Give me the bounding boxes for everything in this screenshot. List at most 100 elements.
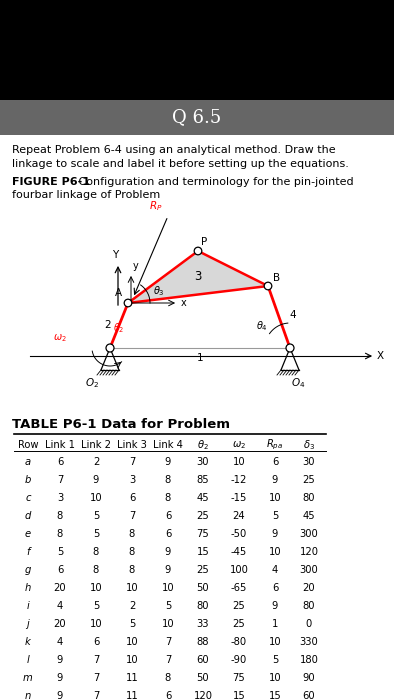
Text: 1: 1: [197, 353, 203, 363]
Text: 2: 2: [93, 457, 99, 467]
Text: m: m: [23, 673, 33, 683]
Text: 10: 10: [90, 583, 102, 593]
Text: 9: 9: [272, 475, 278, 485]
Text: 6: 6: [165, 529, 171, 539]
Text: k: k: [25, 637, 31, 647]
Text: 5: 5: [57, 547, 63, 557]
Text: 9: 9: [57, 655, 63, 665]
Text: x: x: [181, 298, 187, 308]
Text: j: j: [27, 619, 30, 629]
Text: 80: 80: [303, 493, 315, 503]
Text: 11: 11: [126, 673, 138, 683]
Text: 15: 15: [197, 547, 209, 557]
Text: 6: 6: [272, 457, 278, 467]
Text: -80: -80: [231, 637, 247, 647]
Text: 2: 2: [129, 601, 135, 611]
Text: 9: 9: [93, 475, 99, 485]
Text: TABLE P6-1 Data for Problem: TABLE P6-1 Data for Problem: [12, 418, 230, 431]
Text: $\theta_4$: $\theta_4$: [256, 319, 268, 333]
Text: 10: 10: [90, 619, 102, 629]
Text: 10: 10: [126, 637, 138, 647]
Text: 3: 3: [57, 493, 63, 503]
Text: 8: 8: [129, 565, 135, 575]
Text: 45: 45: [303, 511, 315, 521]
Text: P: P: [201, 237, 207, 247]
Text: 9: 9: [57, 673, 63, 683]
Text: $\theta_2$: $\theta_2$: [113, 321, 125, 335]
Text: 20: 20: [54, 583, 66, 593]
Text: $\omega_2$: $\omega_2$: [53, 332, 67, 344]
Circle shape: [124, 299, 132, 307]
Text: 30: 30: [197, 457, 209, 467]
Text: 7: 7: [93, 673, 99, 683]
Text: 120: 120: [299, 547, 318, 557]
Text: 5: 5: [93, 529, 99, 539]
Text: 10: 10: [126, 655, 138, 665]
Text: 80: 80: [197, 601, 209, 611]
Text: $\theta_3$: $\theta_3$: [153, 284, 165, 298]
Text: linkage to scale and label it before setting up the equations.: linkage to scale and label it before set…: [12, 159, 349, 169]
Circle shape: [194, 247, 202, 255]
Text: 9: 9: [57, 691, 63, 700]
Text: -65: -65: [231, 583, 247, 593]
Text: Link 3: Link 3: [117, 440, 147, 450]
Text: 300: 300: [299, 565, 318, 575]
Text: 8: 8: [165, 493, 171, 503]
Text: 75: 75: [232, 673, 245, 683]
Text: 25: 25: [232, 601, 245, 611]
Text: 1: 1: [272, 619, 278, 629]
Text: -15: -15: [231, 493, 247, 503]
Text: 10: 10: [233, 457, 245, 467]
Text: 75: 75: [197, 529, 209, 539]
Text: $O_4$: $O_4$: [291, 376, 305, 390]
Text: 8: 8: [57, 529, 63, 539]
Text: 6: 6: [165, 691, 171, 700]
Text: 9: 9: [272, 601, 278, 611]
Text: FIGURE P6-1: FIGURE P6-1: [12, 177, 90, 187]
Text: 7: 7: [93, 691, 99, 700]
Text: 25: 25: [197, 511, 209, 521]
Text: f: f: [26, 547, 30, 557]
Text: 10: 10: [162, 583, 174, 593]
Text: 33: 33: [197, 619, 209, 629]
Text: 8: 8: [93, 565, 99, 575]
Text: X: X: [377, 351, 384, 361]
Text: 20: 20: [303, 583, 315, 593]
Text: 8: 8: [165, 475, 171, 485]
Text: 300: 300: [299, 529, 318, 539]
Text: -45: -45: [231, 547, 247, 557]
Text: 6: 6: [165, 511, 171, 521]
Text: 88: 88: [197, 637, 209, 647]
Text: 2: 2: [104, 321, 111, 330]
Text: 10: 10: [90, 493, 102, 503]
Text: 4: 4: [57, 601, 63, 611]
Text: -12: -12: [231, 475, 247, 485]
Text: 120: 120: [193, 691, 212, 700]
Text: 180: 180: [299, 655, 318, 665]
Text: 60: 60: [303, 691, 315, 700]
Text: 85: 85: [197, 475, 209, 485]
Text: 24: 24: [233, 511, 245, 521]
Text: $R_P$: $R_P$: [149, 199, 163, 213]
Text: 6: 6: [272, 583, 278, 593]
Text: Repeat Problem 6-4 using an analytical method. Draw the: Repeat Problem 6-4 using an analytical m…: [12, 145, 336, 155]
Circle shape: [106, 344, 114, 352]
Text: Q 6.5: Q 6.5: [172, 108, 221, 127]
Text: 25: 25: [303, 475, 315, 485]
Text: 5: 5: [165, 601, 171, 611]
Text: 25: 25: [232, 619, 245, 629]
Text: Link 4: Link 4: [153, 440, 183, 450]
Text: 10: 10: [269, 493, 281, 503]
Text: 11: 11: [126, 691, 138, 700]
Text: 6: 6: [57, 457, 63, 467]
Text: 15: 15: [232, 691, 245, 700]
Text: b: b: [25, 475, 31, 485]
Text: 9: 9: [272, 529, 278, 539]
Text: 8: 8: [57, 511, 63, 521]
Text: $\delta_3$: $\delta_3$: [303, 438, 315, 452]
Text: 7: 7: [129, 457, 135, 467]
Text: 8: 8: [129, 547, 135, 557]
Bar: [0, 135, 394, 700]
Circle shape: [264, 282, 272, 290]
Text: 90: 90: [303, 673, 315, 683]
